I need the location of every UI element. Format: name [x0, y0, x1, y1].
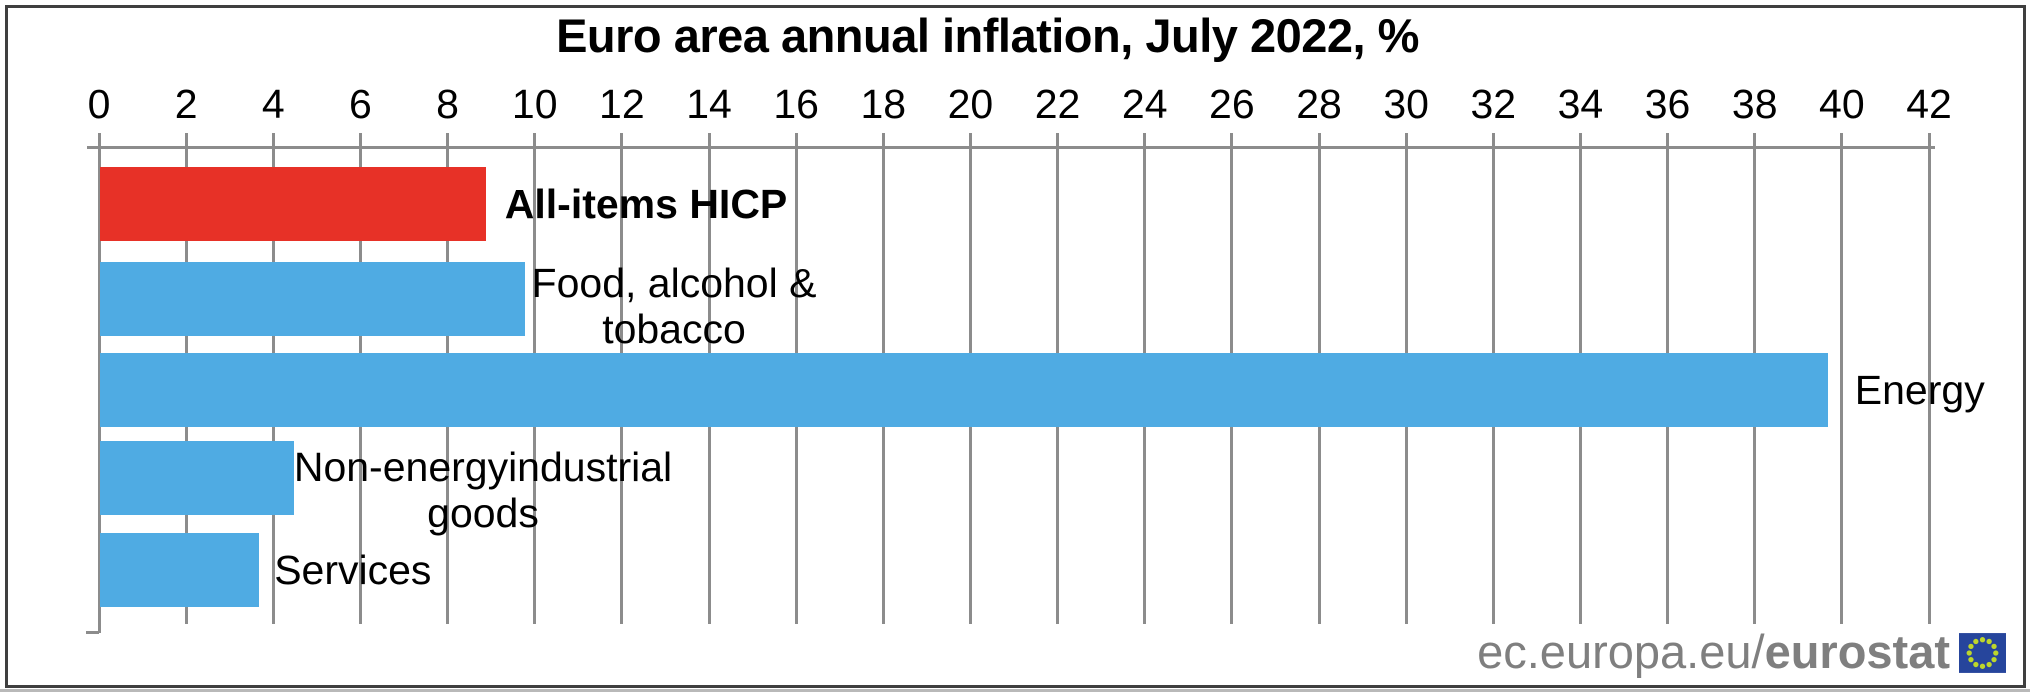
- footer-url-site: ec.europa.eu/: [1477, 625, 1765, 678]
- x-tick-label-28: 28: [1296, 81, 1342, 127]
- x-tick-label-12: 12: [599, 81, 645, 127]
- gridline-0: [97, 133, 101, 633]
- x-tick-label-40: 40: [1819, 81, 1865, 127]
- bar-0-all-items-hicp: [100, 167, 486, 241]
- x-tick-label-0: 0: [87, 81, 111, 127]
- x-axis-line: [87, 146, 1935, 149]
- x-tick-label-14: 14: [686, 81, 732, 127]
- bar-3-non-energyindustrial-goods: [100, 441, 295, 515]
- eu-flag-icon: [1959, 633, 2006, 673]
- x-tick-label-34: 34: [1557, 81, 1604, 127]
- bar-label-2: Energy: [1854, 367, 1985, 413]
- x-tick-label-8: 8: [436, 81, 459, 127]
- footer-url-brand: eurostat: [1764, 625, 1950, 678]
- bottom-edge: [0, 689, 2030, 692]
- bar-4-services: [100, 533, 260, 607]
- x-tick-label-30: 30: [1383, 81, 1429, 127]
- bar-label-3: Non-energyindustrial goods: [293, 444, 673, 536]
- x-tick-label-36: 36: [1644, 81, 1691, 127]
- footer-url: ec.europa.eu/eurostat: [1477, 628, 1950, 675]
- gridline-40: [1840, 133, 1844, 624]
- bar-label-1: Food, alcohol & tobacco: [531, 260, 817, 352]
- x-tick-label-24: 24: [1121, 81, 1168, 127]
- gridline-42: [1927, 133, 1931, 624]
- x-tick-label-4: 4: [261, 81, 285, 127]
- x-tick-label-20: 20: [947, 81, 994, 127]
- x-tick-label-38: 38: [1731, 81, 1778, 127]
- bar-label-0: All-items HICP: [504, 181, 788, 227]
- x-tick-label-22: 22: [1034, 81, 1081, 127]
- bar-2-energy: [100, 353, 1828, 427]
- footer-logo: ec.europa.eu/eurostat: [1477, 628, 2006, 675]
- x-tick-label-2: 2: [174, 81, 198, 127]
- axis-corner-tick: [86, 631, 99, 634]
- chart-title: Euro area annual inflation, July 2022, %: [556, 9, 1419, 62]
- x-tick-label-26: 26: [1209, 81, 1255, 127]
- bar-1-food-alcohol-tobacco: [100, 262, 525, 336]
- bar-label-4: Services: [274, 547, 432, 593]
- plot-area: 0 2 4 6 8 10 12 14 16 18 20 22 24 26 28 30 32 34 36 38 40 42 A…: [86, 81, 1985, 634]
- x-tick-label-10: 10: [511, 81, 558, 127]
- x-tick-label-16: 16: [773, 81, 819, 127]
- x-tick-label-32: 32: [1470, 81, 1517, 127]
- x-tick-label-18: 18: [860, 81, 907, 127]
- x-tick-label-6: 6: [349, 81, 372, 127]
- x-tick-label-42: 42: [1906, 81, 1952, 127]
